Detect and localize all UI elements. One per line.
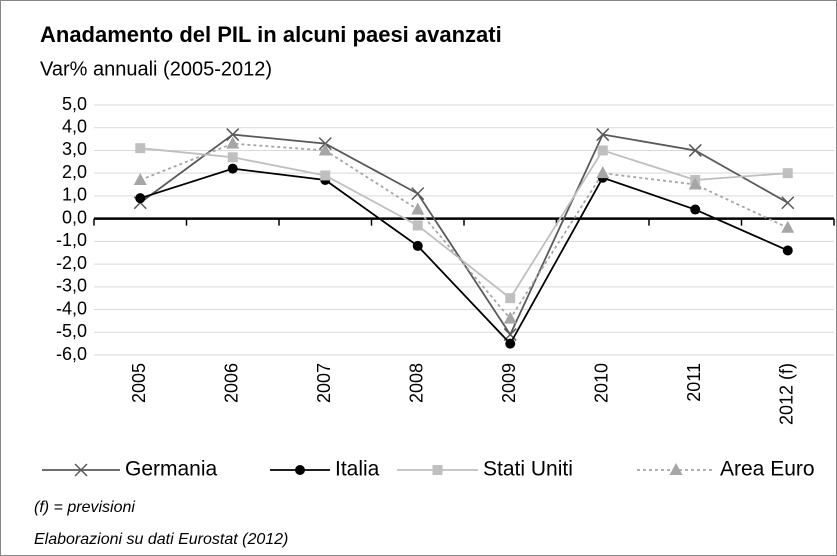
marker	[688, 177, 702, 190]
marker	[597, 145, 608, 156]
marker	[688, 143, 702, 157]
marker	[505, 293, 516, 304]
marker	[690, 204, 701, 215]
chart-title: Anadamento del PIL in alcuni paesi avanz…	[40, 22, 502, 47]
x-tick-label: 2005	[129, 363, 149, 403]
marker	[318, 143, 332, 156]
marker	[781, 196, 795, 210]
legend-label: Area Euro	[720, 458, 815, 481]
marker	[227, 163, 238, 174]
legend-label: Germania	[125, 458, 218, 481]
series-line	[140, 147, 788, 300]
x-tick-label: 2007	[314, 363, 334, 403]
marker	[503, 311, 517, 324]
x-tick-label: 2006	[222, 363, 242, 403]
marker	[596, 128, 610, 142]
marker	[411, 187, 425, 201]
legend-label: Italia	[335, 458, 380, 481]
x-tick-label: 2009	[499, 363, 519, 403]
y-tick-label: 5,0	[62, 94, 87, 114]
legend-marker	[432, 465, 443, 475]
x-tick-label: 2011	[684, 363, 704, 402]
note: Elaborazioni su dati Eurostat (2012)	[34, 531, 288, 548]
marker	[781, 220, 795, 233]
y-tick-label: 2,0	[62, 162, 87, 182]
y-tick-label: -5,0	[56, 321, 87, 341]
y-tick-label: -1,0	[56, 230, 87, 250]
y-tick-label: -3,0	[56, 276, 87, 296]
x-tick-label: 2008	[407, 363, 427, 403]
x-tick-label: 2010	[592, 363, 612, 403]
marker	[227, 152, 238, 163]
legend-label: Stati Uniti	[483, 458, 573, 481]
marker	[135, 143, 146, 154]
series-line	[139, 142, 789, 321]
marker	[135, 193, 146, 204]
legend-marker	[669, 463, 683, 475]
y-tick-label: 4,0	[62, 116, 87, 136]
marker	[412, 220, 423, 231]
y-tick-label: 0,0	[62, 207, 87, 227]
marker	[320, 170, 331, 181]
y-tick-label: 3,0	[62, 139, 87, 159]
marker	[411, 202, 425, 215]
series-line	[139, 167, 789, 346]
marker	[133, 173, 147, 185]
marker	[412, 240, 423, 251]
marker	[505, 338, 516, 349]
legend-marker	[295, 465, 305, 475]
marker	[226, 136, 240, 149]
marker	[226, 128, 240, 142]
legend-marker	[74, 463, 88, 477]
marker	[596, 166, 610, 179]
note: (f) = previsioni	[34, 499, 135, 516]
y-tick-label: -4,0	[56, 298, 87, 318]
y-tick-label: -2,0	[56, 253, 87, 273]
x-tick-label: 2012 (f)	[777, 363, 797, 425]
marker	[782, 245, 793, 256]
y-tick-label: -6,0	[56, 344, 87, 364]
chart-subtitle: Var% annuali (2005-2012)	[40, 58, 272, 80]
marker	[782, 168, 793, 179]
y-tick-label: 1,0	[62, 185, 87, 205]
